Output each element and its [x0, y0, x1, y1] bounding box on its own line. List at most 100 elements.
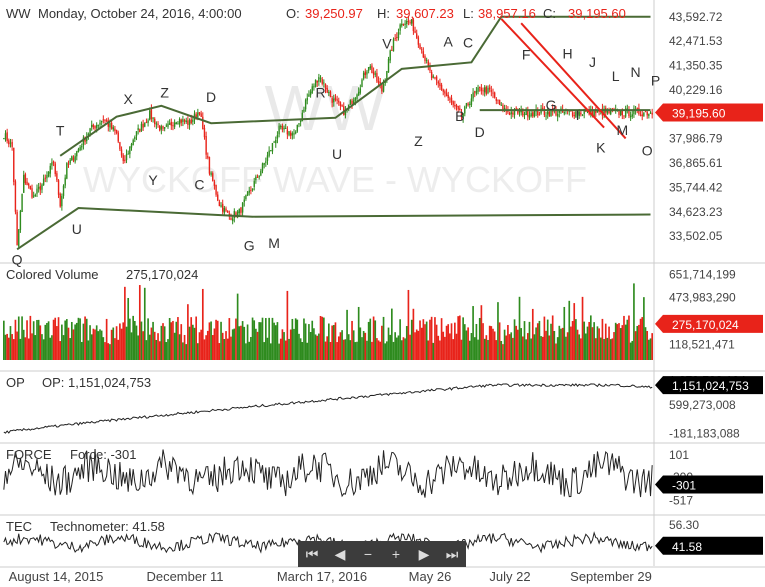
- nav-first-button[interactable]: ⏮: [305, 545, 319, 562]
- volume-bar: [522, 336, 524, 360]
- volume-bar: [187, 304, 189, 360]
- volume-bar: [586, 326, 589, 360]
- volume-bar: [142, 331, 144, 360]
- volume-tick-label: 651,714,199: [669, 267, 736, 281]
- volume-bar: [616, 324, 619, 360]
- candle-body: [379, 81, 381, 86]
- volume-bar: [563, 306, 566, 360]
- candle-body: [444, 91, 446, 94]
- zoom-out-button[interactable]: −: [363, 546, 373, 562]
- candle-body: [386, 71, 388, 80]
- volume-bar: [117, 339, 120, 360]
- volume-bar: [386, 341, 388, 360]
- candle-body: [482, 90, 484, 92]
- nav-last-button[interactable]: ⏭: [445, 545, 459, 562]
- candle-body: [6, 132, 8, 142]
- x-tick-label: August 14, 2015: [9, 569, 104, 584]
- indicator-title: OP: [6, 375, 25, 390]
- candle-body: [177, 123, 179, 125]
- volume-bar: [558, 325, 561, 360]
- volume-bars: Colored Volume 275,170,024 651,714,199 473,…: [3, 267, 763, 360]
- volume-bar: [473, 337, 476, 360]
- wave-label: Q: [12, 251, 23, 267]
- candle-body: [283, 127, 285, 130]
- candle-body: [555, 109, 557, 116]
- volume-bar: [253, 320, 256, 360]
- volume-bar: [410, 319, 413, 360]
- last-volume-marker: [655, 314, 763, 333]
- candle-body: [51, 162, 53, 166]
- wave-label: M: [616, 122, 628, 138]
- volume-bar: [591, 327, 594, 360]
- volume-bar: [26, 320, 28, 360]
- volume-bar: [445, 325, 448, 360]
- volume-bar: [332, 325, 335, 360]
- volume-bar: [440, 318, 443, 360]
- volume-bar: [255, 328, 257, 360]
- candle-body: [488, 87, 491, 90]
- volume-bar: [483, 338, 486, 360]
- candle-body: [152, 117, 154, 119]
- candle-body: [54, 163, 56, 175]
- candle-body: [372, 71, 375, 75]
- candle-body: [9, 142, 12, 144]
- candle-body: [356, 94, 358, 100]
- candle-body: [155, 123, 158, 125]
- volume-bar: [643, 297, 645, 360]
- candle-body: [200, 113, 202, 117]
- candle-body: [42, 178, 45, 186]
- volume-bar: [608, 326, 610, 360]
- volume-bar: [278, 343, 280, 360]
- candle-body: [619, 110, 622, 115]
- candle-body: [207, 156, 209, 158]
- volume-bar: [138, 285, 141, 360]
- volume-bar: [606, 337, 609, 360]
- zoom-in-button[interactable]: +: [391, 546, 401, 562]
- candle-body: [256, 177, 259, 179]
- volume-bar: [536, 323, 539, 360]
- volume-bar: [318, 333, 320, 360]
- candle-body: [475, 90, 478, 94]
- volume-bar: [105, 318, 108, 360]
- volume-bar: [329, 342, 332, 360]
- volume-bar: [314, 334, 317, 360]
- candle-body: [97, 124, 100, 126]
- candle-body: [510, 111, 512, 115]
- volume-bar: [409, 334, 411, 360]
- candle-body: [172, 125, 174, 127]
- candle-body: [44, 177, 46, 179]
- candle-body: [344, 110, 347, 116]
- volume-bar: [583, 321, 586, 360]
- wave-label: U: [332, 146, 342, 162]
- volume-bar: [304, 323, 307, 360]
- volume-bar: [157, 333, 159, 360]
- nav-next-button[interactable]: ▶: [418, 545, 430, 562]
- candle-body: [543, 110, 546, 116]
- volume-bar: [246, 324, 249, 360]
- volume-bar: [470, 333, 473, 360]
- candle-body: [437, 81, 439, 84]
- volume-bar: [198, 332, 201, 360]
- volume-bar: [160, 325, 163, 360]
- low-label: L:: [463, 6, 474, 21]
- candle-body: [210, 172, 212, 175]
- volume-bar: [243, 326, 246, 360]
- volume-bar: [589, 315, 592, 360]
- candle-body: [81, 146, 83, 148]
- candle-body: [26, 181, 28, 186]
- candle-body: [518, 110, 521, 113]
- volume-bar: [32, 321, 35, 360]
- volume-bar: [480, 305, 483, 360]
- candle-body: [147, 120, 149, 123]
- volume-bar: [211, 335, 214, 360]
- candle-body: [67, 163, 70, 165]
- volume-bar: [102, 337, 105, 360]
- volume-bar: [52, 319, 55, 360]
- volume-bar: [429, 319, 431, 360]
- nav-prev-button[interactable]: ◀: [334, 545, 346, 562]
- volume-bar: [124, 286, 126, 360]
- volume-bar: [639, 318, 642, 360]
- candle-body: [233, 211, 236, 218]
- candle-body: [127, 153, 129, 155]
